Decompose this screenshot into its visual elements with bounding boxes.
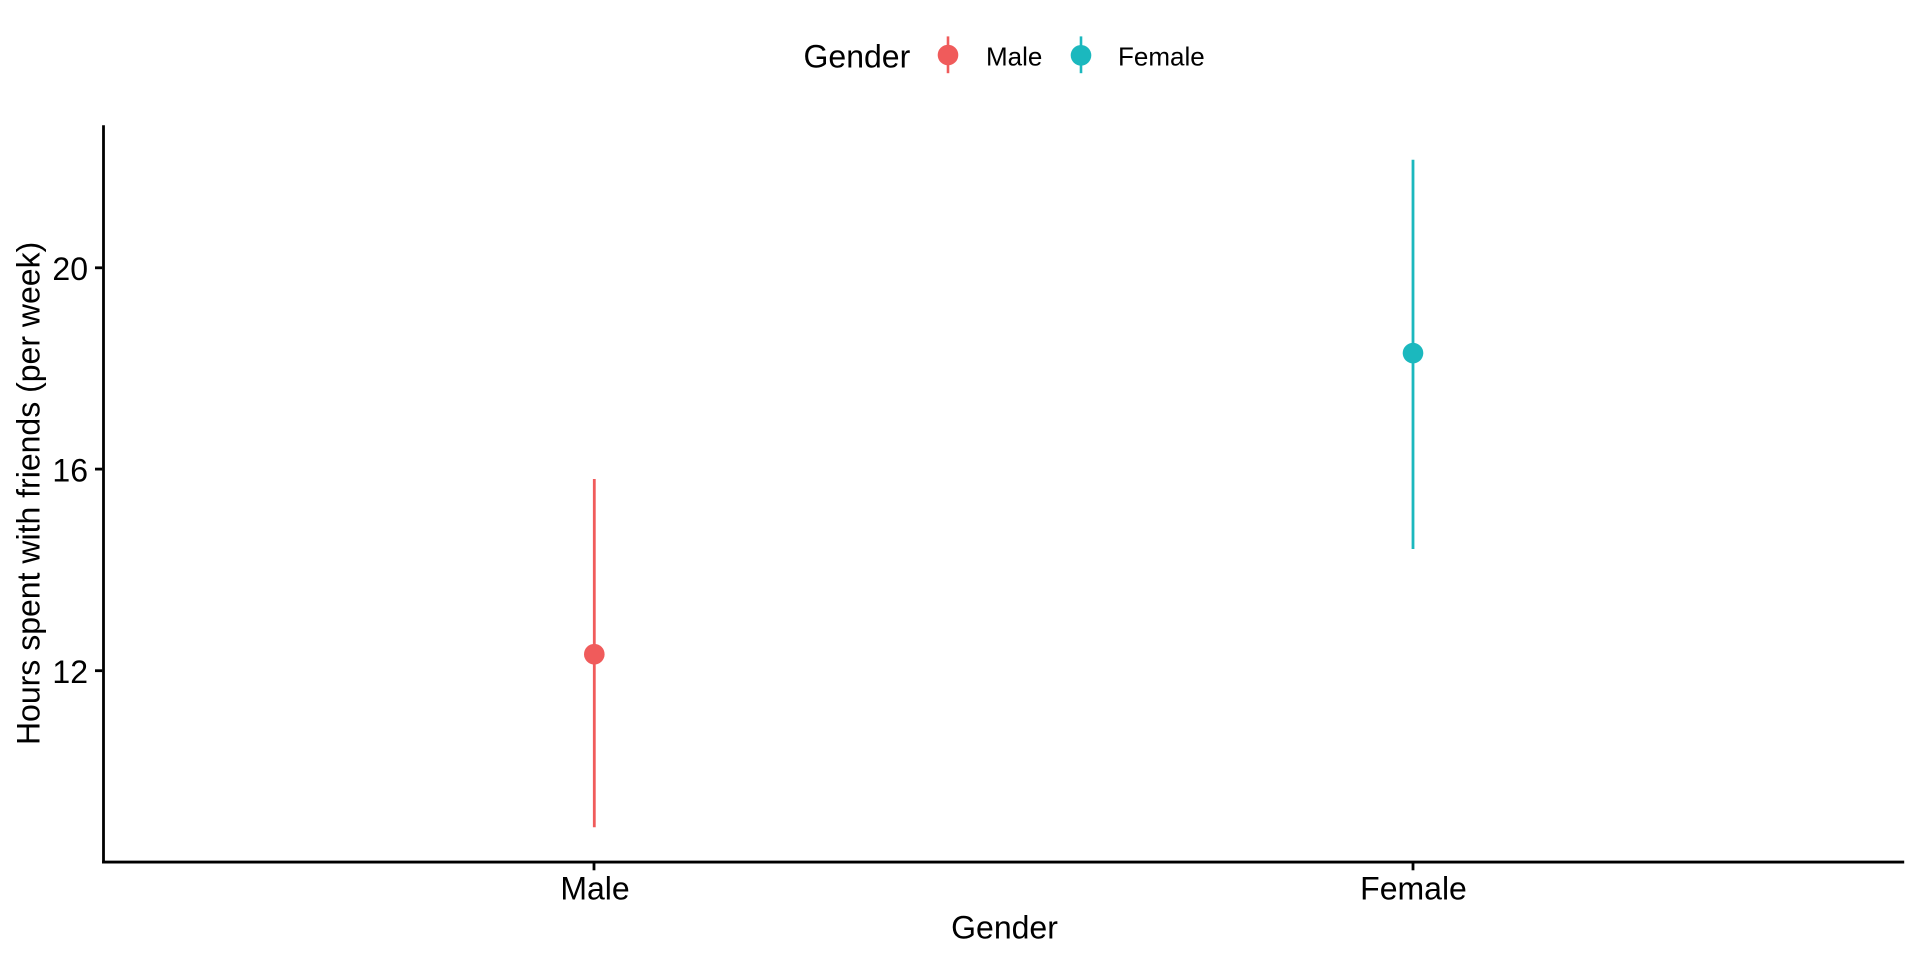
svg-text:Female: Female <box>1360 871 1467 907</box>
svg-text:12: 12 <box>52 654 88 690</box>
svg-text:20: 20 <box>52 251 88 287</box>
svg-text:Female: Female <box>1118 42 1205 72</box>
svg-text:Male: Male <box>560 871 629 907</box>
svg-text:16: 16 <box>52 452 88 488</box>
svg-text:Gender: Gender <box>804 39 911 75</box>
svg-text:Gender: Gender <box>951 910 1058 946</box>
svg-text:Hours spent with friends (per: Hours spent with friends (per week) <box>10 242 46 745</box>
svg-text:Male: Male <box>986 42 1042 72</box>
